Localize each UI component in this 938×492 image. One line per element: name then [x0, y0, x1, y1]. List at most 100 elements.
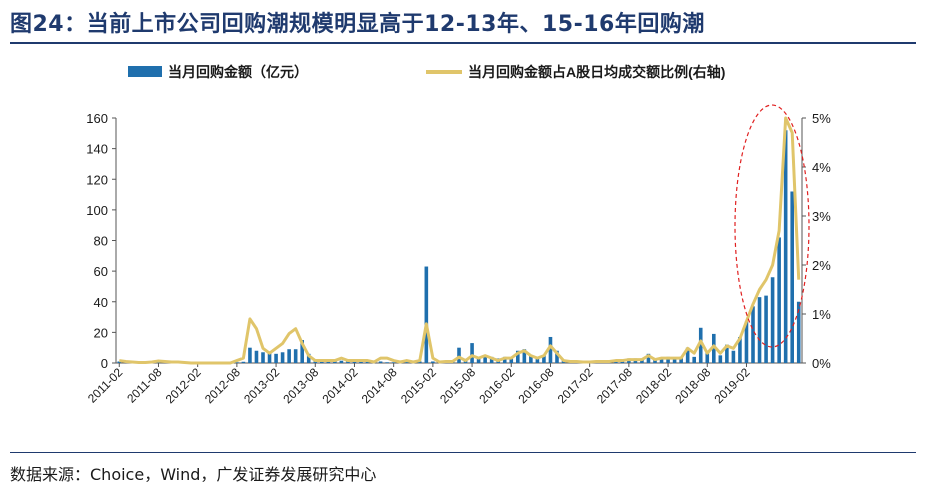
x-tick-label: 2016-08 — [516, 365, 557, 406]
y-right-tick-label: 3% — [812, 209, 831, 224]
legend-line-label: 当月回购金额占A股日均成交额比例(右轴) — [468, 64, 725, 80]
bar — [156, 362, 161, 363]
bar — [365, 361, 370, 363]
x-tick-label: 2019-02 — [712, 365, 753, 406]
bar — [731, 350, 736, 363]
bar — [679, 356, 683, 363]
x-tick-label: 2015-02 — [398, 365, 439, 406]
y-right-tick-label: 1% — [812, 307, 831, 322]
bar — [653, 359, 657, 363]
bar — [287, 349, 291, 363]
bar — [352, 361, 357, 363]
bar — [293, 349, 298, 363]
legend-bar-swatch — [128, 66, 162, 77]
y-right-tick-label: 2% — [812, 258, 831, 273]
bar — [718, 355, 723, 363]
bar — [725, 344, 729, 363]
bar — [685, 347, 690, 363]
y-left-tick-label: 100 — [86, 203, 108, 218]
bar — [744, 321, 749, 363]
bar — [705, 352, 710, 363]
y-left-tick-label: 40 — [94, 295, 108, 310]
line-path — [119, 116, 801, 365]
x-tick-label: 2018-02 — [633, 365, 674, 406]
bar — [333, 361, 337, 363]
bar — [470, 343, 474, 363]
y-right-tick-label: 0% — [812, 356, 831, 371]
bar — [313, 361, 318, 363]
bar — [300, 340, 304, 363]
bar — [431, 361, 435, 363]
bar — [659, 358, 664, 363]
line-series — [119, 116, 801, 365]
x-tick-label: 2015-08 — [437, 365, 478, 406]
y-left-tick-label: 60 — [94, 264, 108, 279]
bar — [385, 362, 389, 363]
bar — [672, 358, 677, 363]
bar — [790, 191, 794, 363]
x-tick-label: 2016-02 — [476, 365, 517, 406]
title-divider — [10, 42, 916, 44]
bar — [320, 361, 324, 363]
bar — [522, 349, 527, 363]
bar — [483, 355, 487, 363]
bar — [542, 355, 546, 363]
x-tick-label: 2012-02 — [163, 365, 204, 406]
bar — [280, 352, 285, 363]
y-left-tick-label: 120 — [86, 172, 108, 187]
bar — [712, 333, 716, 363]
chart-title: 图24：当前上市公司回购潮规模明显高于12-13年、15-16年回购潮 — [10, 12, 705, 37]
bar — [646, 353, 651, 363]
bar — [666, 356, 670, 363]
x-tick-label: 2017-02 — [555, 365, 596, 406]
source-note: 数据来源：Choice，Wind，广发证券发展研究中心 — [10, 465, 377, 484]
y-right-tick-label: 4% — [812, 160, 831, 175]
bar — [346, 361, 350, 363]
bar — [548, 336, 553, 363]
bar — [502, 356, 507, 363]
x-tick-label: 2014-08 — [359, 365, 400, 406]
x-tick-label: 2012-08 — [202, 365, 243, 406]
bar — [555, 350, 559, 363]
y-right-tick-label: 5% — [812, 111, 831, 126]
highlight-ellipse — [734, 104, 810, 348]
x-tick-label: 2013-02 — [241, 365, 282, 406]
bar — [751, 306, 755, 363]
bar — [738, 336, 742, 363]
bar — [777, 237, 781, 363]
x-tick-label: 2018-08 — [672, 365, 713, 406]
bar — [378, 361, 383, 363]
y-left-tick-label: 0 — [101, 356, 108, 371]
bar — [339, 360, 344, 363]
bar — [692, 356, 696, 363]
bar — [391, 362, 396, 363]
bar — [274, 353, 278, 363]
y-left-tick-label: 20 — [94, 325, 108, 340]
bar — [418, 361, 422, 363]
bar — [326, 361, 331, 363]
y-left-tick-label: 140 — [86, 142, 108, 157]
bar — [698, 327, 703, 363]
bar-series — [117, 130, 801, 363]
bar — [535, 358, 540, 363]
x-tick-label: 2017-08 — [594, 365, 635, 406]
bar — [306, 353, 311, 363]
x-tick-label: 2011-02 — [85, 365, 126, 406]
bar — [424, 266, 429, 363]
bar — [404, 361, 409, 363]
bar — [783, 130, 788, 363]
bar — [757, 297, 762, 363]
bar — [457, 347, 461, 363]
bar — [489, 356, 494, 363]
footer-divider — [10, 452, 916, 453]
bar — [509, 358, 514, 363]
bar — [529, 355, 533, 363]
x-tick-label: 2013-08 — [280, 365, 321, 406]
chart: 当月回购金额（亿元） 当月回购金额占A股日均成交额比例(右轴) 0 20 40 60 8… — [85, 64, 831, 406]
bar — [254, 350, 259, 363]
bar — [235, 362, 239, 363]
legend: 当月回购金额（亿元） 当月回购金额占A股日均成交额比例(右轴) — [128, 64, 725, 80]
bar — [796, 301, 801, 363]
bar — [248, 347, 252, 363]
x-tick-label: 2014-02 — [320, 365, 361, 406]
